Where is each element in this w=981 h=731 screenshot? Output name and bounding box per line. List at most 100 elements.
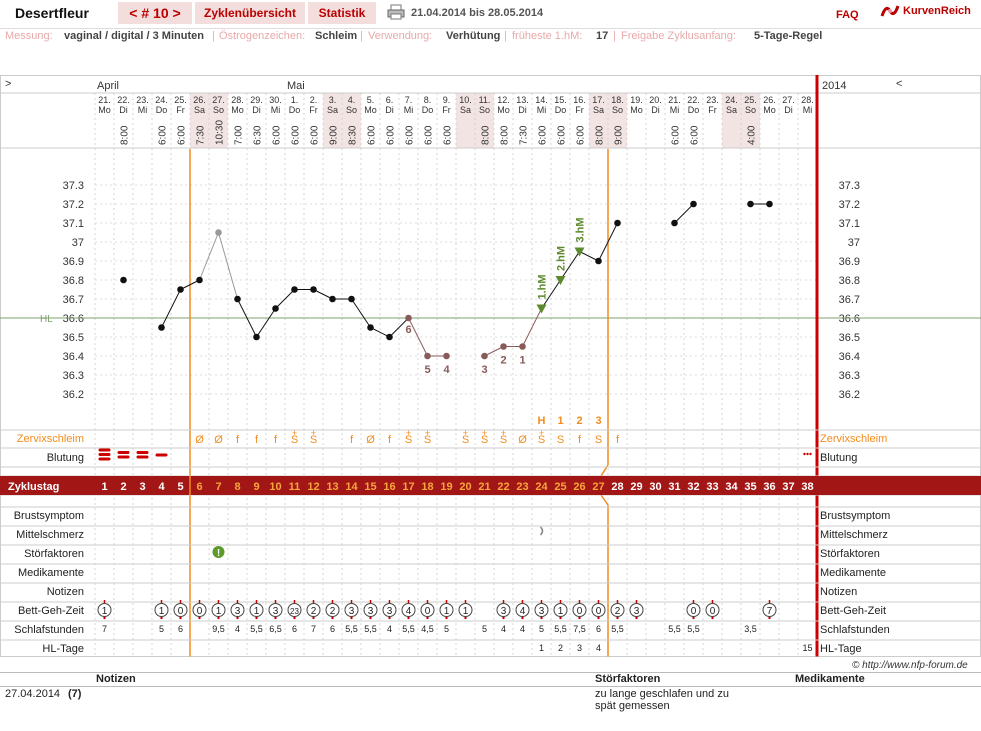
warning-icon-mark: !: [217, 548, 220, 559]
cycle-number-tab[interactable]: < # 10 >: [118, 2, 192, 24]
bedtime-dot: [312, 616, 315, 620]
row-label-right: Brustsymptom: [820, 510, 890, 522]
measure-time: 6:00: [557, 125, 568, 145]
y-tick-left: 36.4: [63, 351, 84, 363]
weekday: So: [213, 105, 224, 115]
row-label-right: Bett-Geh-Zeit: [820, 605, 886, 617]
mucus-symbol: Ø: [366, 434, 375, 446]
y-tick-right: 36.5: [839, 332, 860, 344]
bedtime-circle: [534, 603, 549, 617]
bedtime-dot: [445, 616, 448, 620]
mucus-symbol: S: [310, 434, 317, 446]
weekday: Mi: [404, 105, 414, 115]
mucus-label-left: Zervixschleim: [17, 433, 84, 445]
sleep-hours: 4: [520, 624, 525, 634]
mucus-symbol: S: [538, 434, 545, 446]
y-tick-right: 36.2: [839, 389, 860, 401]
nav-left-arrow[interactable]: >: [5, 78, 11, 90]
day-number: 21.: [98, 95, 111, 105]
day-number: 21.: [668, 95, 681, 105]
temp-point: [253, 333, 260, 341]
temp-segment: [484, 346, 504, 357]
row-label-right: Notizen: [820, 586, 857, 598]
day-number: 23.: [706, 95, 719, 105]
weekday: Di: [385, 105, 394, 115]
bedtime-dot: [369, 616, 372, 620]
bleeding-bar: [98, 453, 111, 456]
y-tick-right: 36.6: [839, 313, 860, 325]
sleep-hours: 4: [387, 624, 392, 634]
temp-point: [500, 343, 507, 350]
cycle-day-number: 16: [383, 481, 395, 493]
temp-point: [272, 305, 279, 312]
row-label-left: Mittelschmerz: [16, 529, 84, 541]
day-number: 3.: [329, 95, 337, 105]
temp-point: [158, 324, 165, 331]
day-number: 27.: [212, 95, 225, 105]
temp-point: [405, 314, 412, 322]
warning-icon-circle: [212, 546, 225, 558]
bedtime-clock: 1: [553, 600, 568, 620]
month-mai: Mai: [287, 80, 305, 92]
count-label: 1: [519, 355, 525, 367]
bedtime-clock: 0: [192, 600, 207, 620]
temp-point: [120, 276, 127, 284]
bedtime-circle: [211, 603, 226, 617]
faq-link[interactable]: FAQ: [836, 9, 859, 21]
bedtime-clock: 4: [515, 600, 530, 620]
bedtime-clock: 0: [591, 600, 606, 620]
sleep-hours: 5: [159, 624, 164, 634]
nav-right-arrow[interactable]: <: [896, 78, 902, 90]
cycle-day-number: 25: [554, 481, 566, 493]
spotting-dot: [809, 452, 812, 456]
tab-cycle-overview[interactable]: Zyklenübersicht: [195, 2, 305, 24]
cycle-day-number: 3: [139, 481, 145, 493]
cycle-day-number: 14: [345, 481, 358, 493]
day-number: 22.: [117, 95, 130, 105]
measure-time: 6:00: [424, 125, 435, 145]
cycle-day-number: 7: [215, 481, 221, 493]
weekday: Sa: [194, 105, 205, 115]
day-number: 30.: [269, 95, 282, 105]
bedtime-circle: [192, 603, 207, 617]
sleep-hours: 5,5: [554, 624, 567, 634]
y-tick-right: 36.4: [839, 351, 860, 363]
count-label: 6: [405, 324, 411, 336]
bedtime-circle: [344, 603, 359, 617]
day-number: 24.: [155, 95, 168, 105]
temp-point: [386, 333, 393, 341]
printer-icon[interactable]: [387, 4, 405, 20]
y-tick-right: 37.3: [839, 180, 860, 192]
logo-text: KurvenReich: [903, 4, 971, 17]
bedtime-dot: [179, 616, 182, 620]
col-stoerfaktoren: Störfaktoren: [595, 673, 661, 685]
kurvenreich-logo[interactable]: KurvenReich: [880, 2, 971, 20]
temp-point: [196, 276, 203, 284]
cycle-day-number: 23: [516, 481, 528, 493]
bedtime-circle: [762, 603, 777, 617]
sleep-hours: 4,5: [421, 624, 434, 634]
day-number: 11.: [479, 95, 491, 105]
temp-segment: [389, 317, 409, 338]
bedtime-value: 3: [634, 606, 640, 617]
weekday: Mi: [537, 105, 547, 115]
weekday: Fr: [176, 105, 185, 115]
bedtime-circle: [249, 603, 264, 617]
measure-time: 6:00: [690, 125, 701, 145]
bedtime-value: 3: [387, 606, 393, 617]
bedtime-dot: [331, 616, 334, 620]
measure-time: 8:00: [481, 125, 492, 145]
count-label: 3: [481, 364, 487, 376]
temp-point: [766, 200, 773, 208]
tab-statistics[interactable]: Statistik: [308, 2, 376, 24]
bedtime-circle: [553, 603, 568, 617]
measure-time: 6:00: [576, 125, 587, 145]
mucus-count: 1: [557, 415, 563, 427]
fruehste-label: früheste 1.hM:: [512, 30, 583, 42]
temp-point: [481, 352, 488, 360]
bedtime-circle: [705, 603, 720, 617]
weekday: Mo: [497, 105, 510, 115]
cycle-day-number: 11: [289, 481, 301, 493]
row-label-right: Störfaktoren: [820, 548, 880, 560]
mittelschmerz-mark: [539, 526, 544, 536]
